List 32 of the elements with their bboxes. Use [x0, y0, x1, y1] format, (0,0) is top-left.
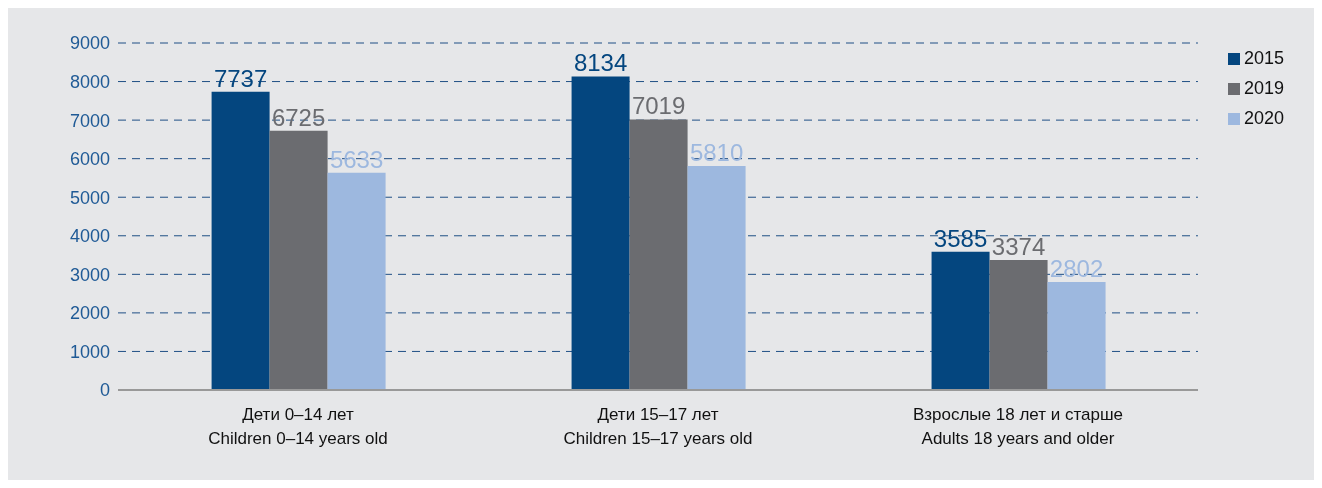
- data-label: 8134: [573, 49, 628, 77]
- bar: [629, 119, 688, 390]
- bar: [571, 76, 630, 390]
- y-tick-label: 0: [99, 380, 110, 401]
- y-tick-label: 6000: [69, 149, 110, 170]
- data-label: 6725: [271, 103, 326, 131]
- y-tick-label: 7000: [69, 110, 110, 131]
- bar: [1047, 281, 1106, 390]
- data-label: 2802: [1049, 254, 1104, 282]
- bar: [687, 165, 746, 390]
- y-tick-label: 1000: [69, 341, 110, 362]
- bar: [211, 91, 270, 390]
- y-tick-label: 2000: [69, 303, 110, 324]
- y-tick-label: 8000: [69, 71, 110, 92]
- x-tick-label: Взрослые 18 лет и старше Adults 18 years and older: [912, 405, 1124, 448]
- x-tick-label: Дети 15–17 лет Children 15–17 years old: [563, 405, 753, 448]
- bar: [931, 251, 990, 390]
- bar: [269, 130, 328, 390]
- y-tick-label: 4000: [69, 226, 110, 247]
- bar: [989, 259, 1048, 390]
- data-label: 3585: [933, 224, 988, 252]
- data-label: 7019: [631, 92, 686, 120]
- y-tick-label: 5000: [69, 187, 110, 208]
- y-tick-label: 3000: [69, 264, 110, 285]
- legend-label: 2020: [1243, 108, 1284, 128]
- y-tick-label: 9000: [69, 33, 110, 54]
- bar: [327, 172, 386, 390]
- data-label: 3374: [991, 232, 1046, 260]
- x-tick-label: Дети 0–14 лет Children 0–14 years old: [208, 405, 388, 448]
- legend-label: 2015: [1243, 48, 1284, 68]
- data-label: 5633: [329, 145, 384, 173]
- legend-label: 2019: [1243, 78, 1284, 98]
